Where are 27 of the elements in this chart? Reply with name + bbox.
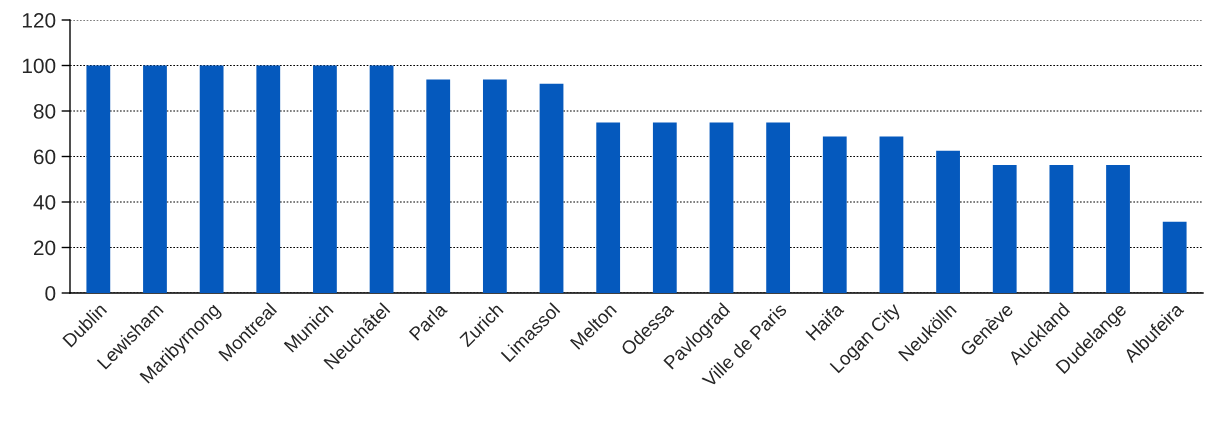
y-tick-label: 100: [22, 58, 56, 74]
bar: [199, 65, 224, 293]
bar: [936, 150, 960, 293]
bar: [652, 122, 677, 293]
bar: [369, 65, 394, 293]
bar: [1106, 164, 1130, 293]
bar: [539, 83, 564, 293]
bar: [313, 65, 337, 293]
y-tick-label: 20: [33, 240, 56, 256]
bar: [596, 122, 621, 293]
bar: [143, 65, 167, 293]
y-tick-label: 80: [33, 104, 56, 119]
bar: [879, 136, 904, 293]
bar: [992, 164, 1017, 293]
bar: [256, 65, 281, 293]
y-tick-label: 60: [34, 149, 56, 165]
bar: [1049, 164, 1074, 293]
bar: [766, 122, 791, 293]
bar: [426, 79, 451, 293]
y-tick-label: 120: [22, 13, 56, 28]
bar: [482, 79, 507, 293]
y-tick-label: 40: [33, 195, 56, 210]
y-tick-label: 0: [45, 286, 56, 301]
bar: [709, 122, 734, 293]
bar: [1162, 221, 1187, 293]
bar: [86, 65, 111, 293]
bar: [822, 136, 847, 293]
